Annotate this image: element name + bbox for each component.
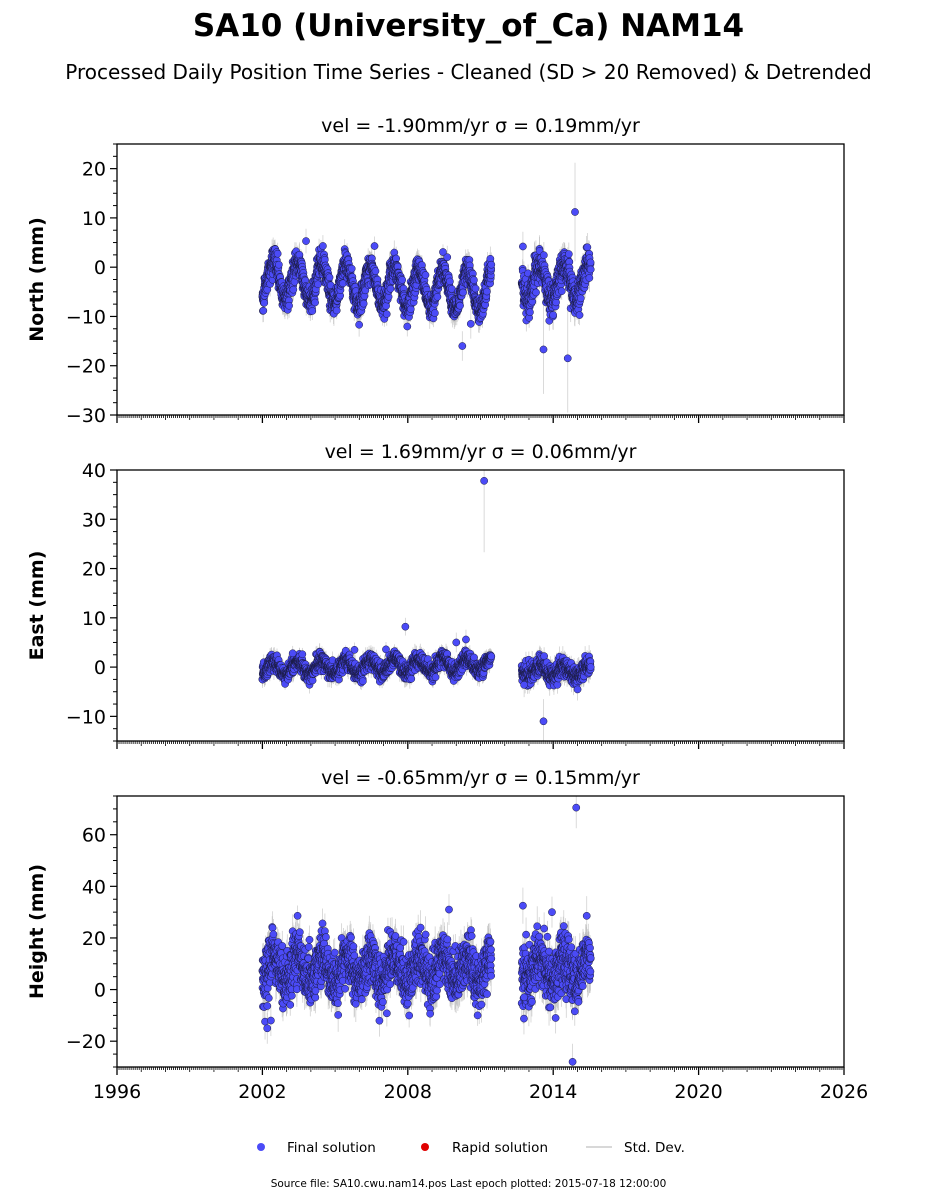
data-point xyxy=(311,298,319,307)
data-point xyxy=(583,243,592,252)
data-point xyxy=(439,248,447,256)
data-point xyxy=(532,288,540,297)
data-point xyxy=(564,250,573,258)
data-point xyxy=(571,208,579,216)
data-points-east xyxy=(258,470,595,741)
panel-east: vel = 1.69mm/yr σ = 0.06mm/yr−1001020304… xyxy=(26,441,845,749)
data-point xyxy=(456,301,464,310)
data-point xyxy=(285,301,293,310)
data-point xyxy=(421,271,430,279)
data-point xyxy=(359,299,368,308)
panel-title-north: vel = -1.90mm/yr σ = 0.19mm/yr xyxy=(321,115,640,137)
data-point xyxy=(586,265,595,274)
data-point xyxy=(466,319,475,328)
data-point xyxy=(273,249,282,258)
data-point xyxy=(549,311,557,319)
y-tick-label: −30 xyxy=(66,405,106,427)
axes-frame-north xyxy=(116,143,845,416)
data-point xyxy=(370,242,379,250)
data-point xyxy=(446,277,454,286)
data-point xyxy=(406,305,415,314)
panel-north: vel = -1.90mm/yr σ = 0.19mm/yr −30 −20 −10 0… xyxy=(26,115,845,427)
data-point xyxy=(332,306,341,315)
y-tick-label: −10 xyxy=(66,306,106,328)
data-point xyxy=(314,280,322,289)
data-point xyxy=(325,273,334,282)
data-point xyxy=(433,292,442,301)
data-point xyxy=(471,284,480,293)
data-point xyxy=(575,311,584,319)
y-tick-label: 0 xyxy=(94,257,106,279)
data-point xyxy=(586,258,595,267)
data-point xyxy=(382,310,391,318)
data-point xyxy=(398,276,406,284)
data-point xyxy=(540,251,548,260)
data-point xyxy=(526,308,534,317)
data-point xyxy=(539,345,548,354)
y-tick-label: 20 xyxy=(82,159,106,181)
data-point xyxy=(483,287,491,296)
data-point xyxy=(355,320,363,329)
data-point xyxy=(319,242,327,250)
data-point xyxy=(487,260,496,269)
data-point xyxy=(290,278,299,286)
data-points-north xyxy=(258,162,595,413)
figure-title: SA10 (University_of_Ca) NAM14 xyxy=(193,8,744,44)
y-tick-label: −20 xyxy=(66,356,106,378)
data-point xyxy=(403,322,412,331)
figure-subtitle: Processed Daily Position Time Series - C… xyxy=(65,60,871,84)
data-point xyxy=(557,287,566,296)
data-point xyxy=(259,306,268,315)
panel-title-east: vel = 1.69mm/yr σ = 0.06mm/yr xyxy=(325,441,637,463)
data-point xyxy=(576,294,585,303)
data-point xyxy=(585,274,594,282)
data-point xyxy=(458,342,467,350)
data-point xyxy=(386,284,395,293)
data-point xyxy=(289,285,298,294)
data-point xyxy=(552,298,560,307)
data-point xyxy=(371,267,380,275)
data-point xyxy=(308,307,317,315)
data-point xyxy=(382,302,390,310)
panels: vel = -1.90mm/yr σ = 0.19mm/yr −30 −20 −10 0… xyxy=(26,115,868,1103)
data-point xyxy=(302,237,310,245)
data-point xyxy=(563,354,572,363)
data-point xyxy=(260,299,269,307)
data-point xyxy=(443,253,452,262)
data-point xyxy=(275,260,283,269)
y-tick-label: 10 xyxy=(82,208,106,230)
y-axis-label-north: North (mm) xyxy=(26,217,48,342)
data-point xyxy=(347,264,356,273)
data-point xyxy=(431,309,439,317)
data-point xyxy=(459,288,467,297)
data-point xyxy=(519,242,527,251)
data-point xyxy=(470,276,478,284)
